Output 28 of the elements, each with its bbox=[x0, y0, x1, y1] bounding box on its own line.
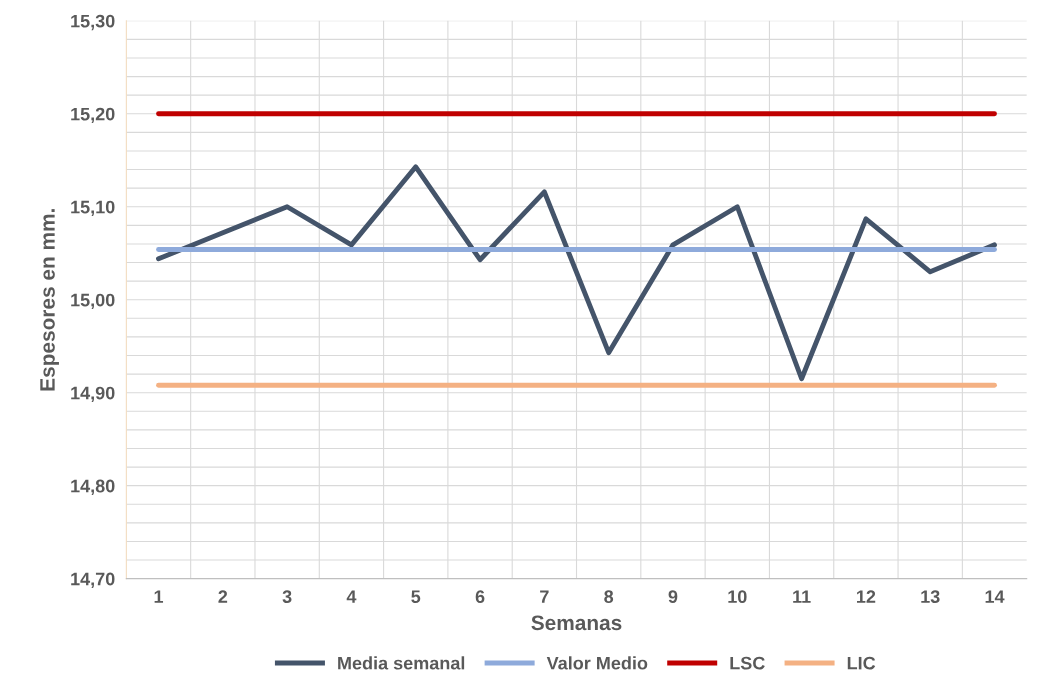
x-tick-label: 10 bbox=[728, 590, 747, 604]
x-tick-label: 8 bbox=[604, 590, 614, 604]
y-tick-label: 15,20 bbox=[71, 107, 115, 124]
x-tick-label: 4 bbox=[346, 590, 357, 603]
x-tick-label: 3 bbox=[282, 590, 292, 604]
legend-label: LIC bbox=[847, 656, 876, 670]
y-tick-label: 15,00 bbox=[71, 293, 115, 310]
y-tick-label: 14,90 bbox=[71, 386, 115, 403]
legend-label: Media semanal bbox=[338, 656, 465, 670]
x-tick-label: 13 bbox=[921, 590, 940, 604]
line-series bbox=[156, 164, 997, 382]
x-tick-label: 9 bbox=[668, 590, 678, 604]
x-tick-label: 12 bbox=[857, 590, 876, 603]
x-tick-label: 14 bbox=[985, 590, 1005, 603]
x-tick-label: 11 bbox=[793, 590, 811, 603]
y-axis-title: Espesores en mm. bbox=[40, 209, 59, 391]
x-tick-label: 6 bbox=[475, 590, 485, 604]
y-tick-label: 14,80 bbox=[71, 479, 115, 496]
x-axis-title: Semanas bbox=[531, 615, 622, 631]
x-tick-label: 7 bbox=[540, 590, 549, 603]
legend-label: LSC bbox=[730, 656, 765, 670]
x-tick-label: 2 bbox=[218, 590, 228, 603]
legend-label: Valor Medio bbox=[546, 656, 648, 670]
x-tick-label: 5 bbox=[411, 590, 421, 604]
y-tick-label: 15,10 bbox=[71, 200, 115, 217]
y-tick-label: 15,30 bbox=[71, 14, 115, 31]
x-tick-label: 1 bbox=[154, 590, 164, 603]
y-tick-label: 14,70 bbox=[71, 572, 115, 588]
